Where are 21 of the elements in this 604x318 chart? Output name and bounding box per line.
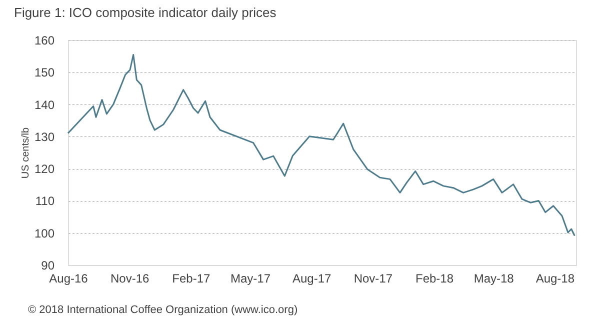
x-tick-label: Feb-18 (415, 272, 454, 286)
y-tick-label: 120 (34, 162, 55, 176)
x-tick-label: May-17 (230, 272, 271, 286)
x-tick-label: Aug-17 (292, 272, 332, 286)
y-tick-label: 100 (34, 226, 55, 240)
y-tick-label: 150 (34, 66, 55, 80)
y-tick-label: 90 (41, 258, 55, 272)
chart-title: Figure 1: ICO composite indicator daily prices (14, 5, 277, 20)
y-tick-label: 110 (35, 194, 55, 208)
y-axis-title: US cents/lb (20, 127, 32, 179)
x-tick-label: Aug-18 (536, 272, 575, 286)
y-tick-label: 140 (34, 98, 55, 112)
y-tick-label: 130 (34, 130, 55, 144)
x-tick-label: Nov-17 (354, 272, 393, 286)
x-tick-label: May-18 (474, 272, 514, 286)
x-tick-label: Aug-16 (49, 272, 88, 286)
x-tick-label: Feb-17 (172, 272, 210, 286)
text: © 2018 International Coffee Organization (www.ico.org) (28, 304, 298, 316)
y-tick-label: 160 (34, 34, 55, 48)
line-series (67, 54, 576, 236)
x-tick-label: Nov-16 (110, 272, 150, 286)
